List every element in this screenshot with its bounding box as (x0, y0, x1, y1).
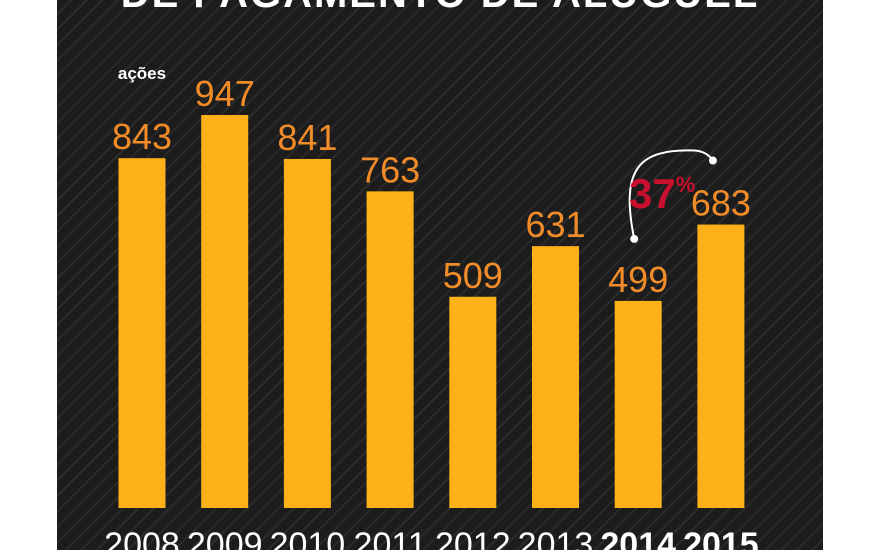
value-label-2009: 947 (195, 73, 255, 114)
year-label-2011: 2011 (354, 526, 427, 550)
value-label-2011: 763 (360, 149, 420, 190)
bar-2015 (697, 224, 745, 509)
unit-label: ações (118, 64, 166, 83)
bar-chart: 843 2008 947 2009 841 2010 763 2011 509 2012 631 20… (104, 64, 759, 550)
growth-percent-value: 37 (629, 170, 676, 217)
growth-percent-label: 37% (629, 170, 695, 217)
bar-2009 (201, 115, 249, 508)
bar-2012 (449, 296, 497, 508)
year-label-2012: 2012 (435, 526, 511, 550)
year-label-2009: 2009 (187, 526, 263, 550)
growth-arrow-end-dot (708, 156, 717, 165)
value-label-2010: 841 (277, 117, 337, 158)
value-label-2015: 683 (691, 183, 751, 224)
growth-arrow (628, 149, 714, 240)
year-label-2010: 2010 (270, 526, 346, 550)
value-label-2008: 843 (112, 116, 172, 157)
bar-2013 (532, 246, 579, 508)
year-label-2008: 2008 (104, 526, 180, 550)
value-label-2012: 509 (443, 255, 503, 296)
bar-2014 (614, 300, 662, 508)
bar-2011 (366, 191, 414, 509)
chart-panel: DE PAGAMENTO DE ALUGUEL 8432008947200984… (57, 0, 823, 550)
bar-2010 (283, 158, 331, 508)
bar-2008 (118, 158, 166, 508)
growth-percent-unit: % (676, 172, 696, 197)
year-label-2013: 2013 (518, 526, 594, 550)
value-label-2014: 499 (608, 259, 668, 300)
growth-arrow-start-dot (630, 234, 639, 243)
value-label-2013: 631 (525, 204, 585, 245)
year-label-2015: 2015 (683, 526, 759, 550)
chart-title: DE PAGAMENTO DE ALUGUEL (57, 0, 823, 17)
year-label-2014: 2014 (600, 526, 676, 550)
